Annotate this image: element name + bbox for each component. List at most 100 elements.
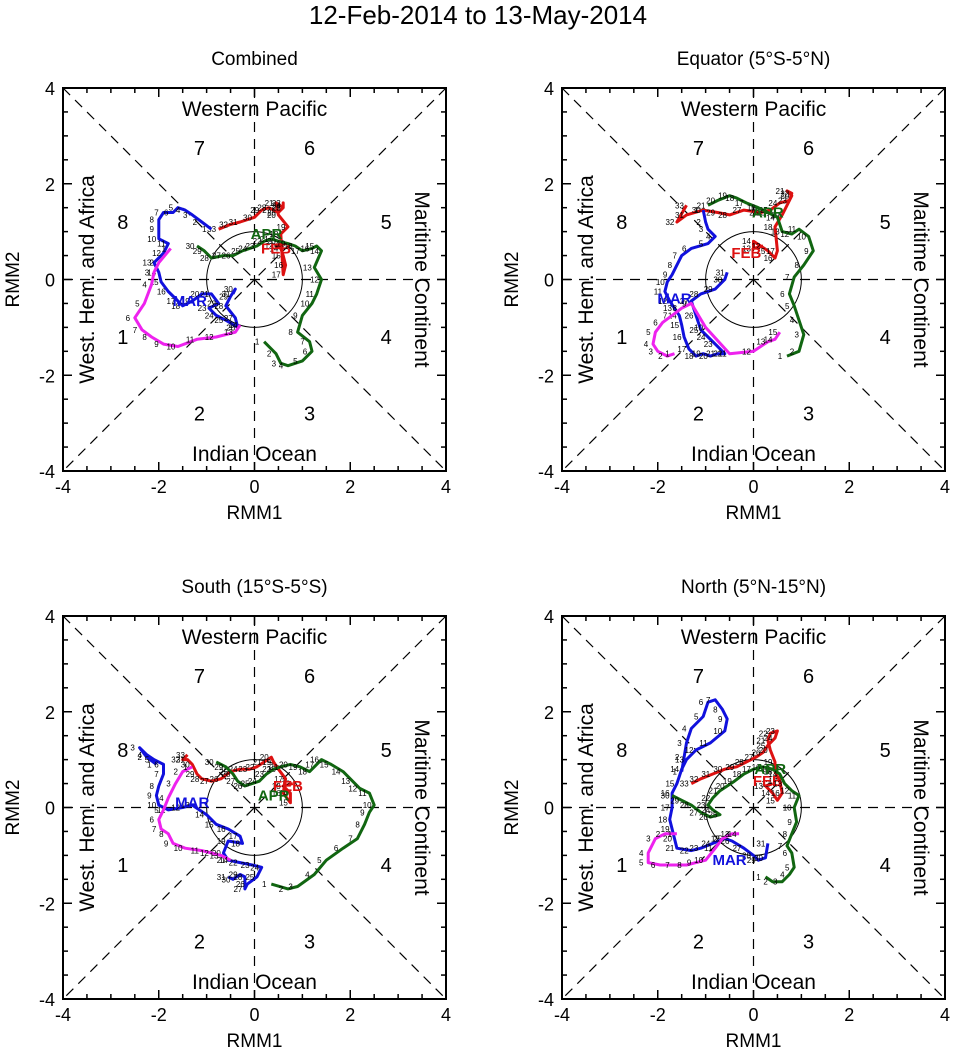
series-line-may [651,301,782,358]
day-label: 12 [711,835,720,844]
day-label: 31 [716,268,725,277]
day-label: 29 [747,856,756,865]
day-label: 9 [293,311,298,320]
day-label: 4 [644,340,649,349]
day-label: 19 [289,763,298,772]
month-label-mar: MAR [175,795,209,812]
day-label: 15 [320,760,329,769]
series-line-apr [707,194,815,358]
phase-panel-2: Equator (5°S-5°N) Western Pacific Indian O… [502,49,950,524]
x-tick-label: 4 [441,477,451,497]
day-label: 17 [166,297,175,306]
day-label: 5 [699,240,704,249]
day-label: 12 [152,249,161,258]
day-label: 3 [649,347,654,356]
day-label: 13 [272,782,281,791]
day-label: 13 [663,304,672,313]
day-label: 12 [281,780,290,789]
day-label: 21 [697,201,706,210]
phase-number-7: 7 [693,666,704,688]
day-label: 11 [788,792,797,801]
day-label: 27 [200,777,209,786]
day-label: 10 [147,801,156,810]
day-label: 2 [656,830,661,839]
day-label: 14 [195,811,204,820]
day-label: 22 [207,299,216,308]
phase-number-4: 4 [880,855,891,877]
day-label: 25 [219,768,228,777]
day-label: 29 [250,206,259,215]
series-line-mar [138,746,264,891]
day-label: 24 [248,777,257,786]
phase-number-3: 3 [803,932,814,954]
day-label: 31 [217,873,226,882]
y-tick-label: 0 [544,799,554,819]
y-tick-label: -2 [538,366,554,386]
region-label-indian-ocean: Indian Ocean [192,443,317,466]
day-label: 13 [721,830,730,839]
month-label-apr: APR [258,788,290,805]
day-label: 24 [701,839,710,848]
day-label: 19 [277,223,286,232]
day-label: 28 [680,801,689,810]
series-line-feb [218,201,290,277]
diagonal-line [561,87,946,472]
day-label: 4 [305,871,310,880]
day-label: 14 [269,244,278,253]
day-label: 33 [176,751,185,760]
day-label: 12 [171,804,180,813]
day-label: 17 [661,804,670,813]
day-label: 13 [210,851,219,860]
day-label: 29 [704,285,713,294]
region-label-indian-ocean: Indian Ocean [691,971,816,994]
day-label: 13 [675,756,684,765]
day-label: 11 [699,739,708,748]
day-label: 19 [262,758,271,767]
day-label: 8 [355,820,360,829]
day-label: 4 [138,751,143,760]
day-label: 31 [176,756,185,765]
x-tick-label: 0 [249,477,259,497]
region-label-west-hem-africa: West. Hem. and Africa [575,703,598,912]
day-label: 4 [279,362,284,371]
day-label: 10 [147,235,156,244]
page-title: 12-Feb-2014 to 13-May-2014 [308,0,648,30]
phase-number-6: 6 [803,138,814,160]
day-label: 13 [771,228,780,237]
day-label: 27 [744,753,753,762]
day-label: 14 [310,247,319,256]
day-label: 21 [756,736,765,745]
day-label: 23 [198,304,207,313]
diagonal-line [62,87,447,472]
phase-number-2: 2 [194,404,205,426]
day-label: 6 [653,319,658,328]
day-label: 17 [305,760,314,769]
day-label: 22 [680,847,689,856]
day-label: 5 [317,856,322,865]
day-label: 12 [310,276,319,285]
x-tick-label: 4 [940,1005,950,1025]
day-label: 15 [150,278,159,287]
day-label: 7 [785,273,790,282]
day-label: 14 [766,213,775,222]
day-label: 25 [245,873,254,882]
region-label-west-hem-africa: West. Hem. and Africa [76,703,99,912]
day-label: 33 [207,225,216,234]
month-label-feb: FEB [273,778,303,795]
day-label: 6 [303,347,308,356]
day-label: 17 [274,775,283,784]
day-label: 9 [164,839,169,848]
day-label: 1 [255,338,260,347]
day-label: 12 [269,240,278,249]
phase-number-7: 7 [194,138,205,160]
day-label: 18 [171,302,180,311]
y-tick-label: 4 [544,79,554,99]
day-label: 10 [363,801,372,810]
day-label: 2 [150,259,155,268]
month-label-feb: FEB [731,245,761,262]
day-label: 9 [663,271,668,280]
day-label: 15 [761,765,770,774]
day-label: 8 [672,304,677,313]
day-label: 3 [183,211,188,220]
day-label: 19 [692,350,701,359]
